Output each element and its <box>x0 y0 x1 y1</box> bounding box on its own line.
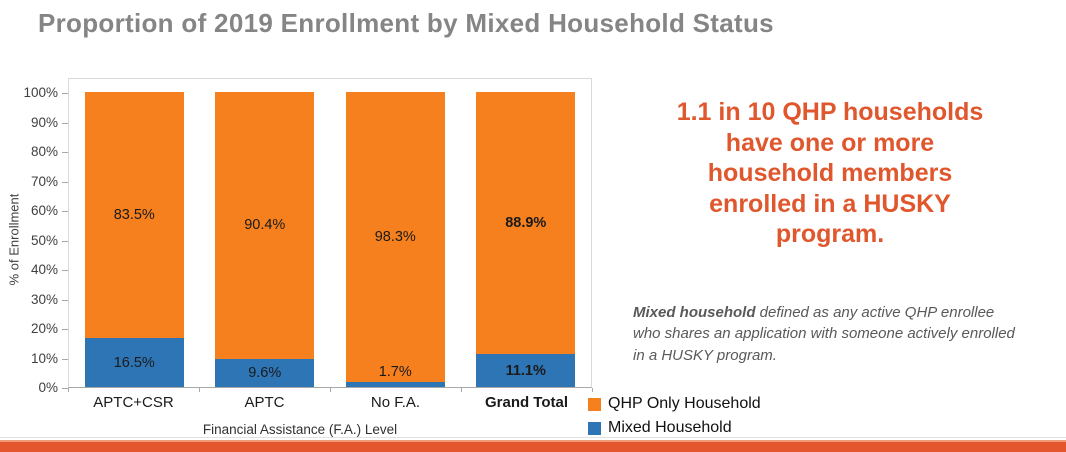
segment-qhp-only <box>345 92 445 382</box>
y-tick-mark <box>62 152 68 153</box>
y-tick-mark <box>62 388 68 389</box>
chart-title: Proportion of 2019 Enrollment by Mixed H… <box>38 8 774 38</box>
x-tick-mark <box>68 388 69 392</box>
segment-mixed <box>345 382 445 387</box>
bar-slot: 98.3% 1.7% <box>330 92 461 387</box>
chart: % of Enrollment 83.5% 16.5% 90.4% 9.6% 98.3%… <box>0 70 610 445</box>
footer-divider <box>0 437 1066 438</box>
y-tick-label: 40% <box>30 262 58 277</box>
y-tick-mark <box>62 181 68 183</box>
x-tick-mark <box>199 388 200 392</box>
segment-mixed <box>215 358 315 387</box>
stacked-bar: 83.5% 16.5% <box>84 92 184 387</box>
legend-item: QHP Only Household <box>588 395 761 413</box>
data-label-qhp: 88.9% <box>505 215 547 232</box>
x-tick-label: Grand Total <box>484 394 569 411</box>
legend-label: QHP Only Household <box>608 395 761 412</box>
bar-slot: 88.9% 11.1% <box>461 92 592 387</box>
y-tick-mark <box>62 358 68 360</box>
data-label-qhp: 98.3% <box>374 228 416 245</box>
y-tick-mark <box>62 270 68 271</box>
x-tick-label: No F.A. <box>370 394 421 411</box>
y-tick-label: 70% <box>30 173 58 189</box>
plot-area: 83.5% 16.5% 90.4% 9.6% 98.3% 1.7% 88.9% 11.1% <box>68 78 592 388</box>
y-tick-mark <box>62 93 68 94</box>
footer-accent-bar <box>0 440 1066 452</box>
y-tick-mark <box>62 329 68 330</box>
y-tick-label: 0% <box>38 380 58 395</box>
note-line3: in a HUSKY program. <box>633 346 777 364</box>
legend-label: Mixed Household <box>608 419 732 436</box>
y-tick-label: 100% <box>23 85 58 100</box>
y-tick-mark <box>62 122 68 124</box>
stacked-bar: 90.4% 9.6% <box>215 92 315 387</box>
data-label-mixed: 9.6% <box>248 364 282 381</box>
callout-text: 1.1 in 10 QHP households have one or mor… <box>676 98 984 248</box>
y-tick-label: 60% <box>30 203 58 218</box>
x-tick-label: APTC <box>244 394 285 411</box>
y-tick-mark <box>62 299 68 301</box>
y-tick-label: 90% <box>30 114 58 130</box>
segment-qhp-only <box>476 92 576 355</box>
definition-note: Mixed household defined as any active QH… <box>633 302 1063 366</box>
legend-item: Mixed Household <box>588 419 761 437</box>
legend-swatch <box>588 397 601 411</box>
note-line1: defined as any active QHP enrollee <box>755 304 995 321</box>
x-tick-mark <box>592 388 593 392</box>
data-label-mixed: 16.5% <box>113 354 155 371</box>
stacked-bar: 98.3% 1.7% <box>345 92 445 387</box>
y-tick-mark <box>62 211 68 212</box>
segment-qhp-only <box>84 92 184 339</box>
y-tick-label: 20% <box>30 321 58 336</box>
data-label-mixed: 1.7% <box>378 363 412 380</box>
note-lead: Mixed household <box>633 304 756 321</box>
data-label-qhp: 83.5% <box>113 207 155 224</box>
bar-slot: 90.4% 9.6% <box>200 92 331 387</box>
x-tick-mark <box>461 388 462 392</box>
legend: QHP Only Household Mixed Household <box>588 395 761 443</box>
y-tick-mark <box>62 240 68 242</box>
segment-mixed <box>476 354 576 387</box>
x-tick-mark <box>330 388 331 392</box>
data-label-qhp: 90.4% <box>244 217 286 234</box>
y-tick-label: 30% <box>30 291 58 307</box>
stacked-bar: 88.9% 11.1% <box>476 92 576 387</box>
data-label-mixed: 11.1% <box>505 362 546 379</box>
legend-swatch <box>588 421 601 435</box>
x-tick-label: APTC+CSR <box>93 394 174 411</box>
note-line2: who shares an application with someone a… <box>633 325 1015 343</box>
segment-mixed <box>84 338 184 387</box>
segment-qhp-only <box>215 92 315 359</box>
x-axis-title: Financial Assistance (F.A.) Level <box>202 422 398 437</box>
y-tick-label: 50% <box>30 232 58 248</box>
y-tick-label: 80% <box>30 144 58 159</box>
bar-slot: 83.5% 16.5% <box>69 92 200 387</box>
y-tick-label: 10% <box>30 350 58 366</box>
